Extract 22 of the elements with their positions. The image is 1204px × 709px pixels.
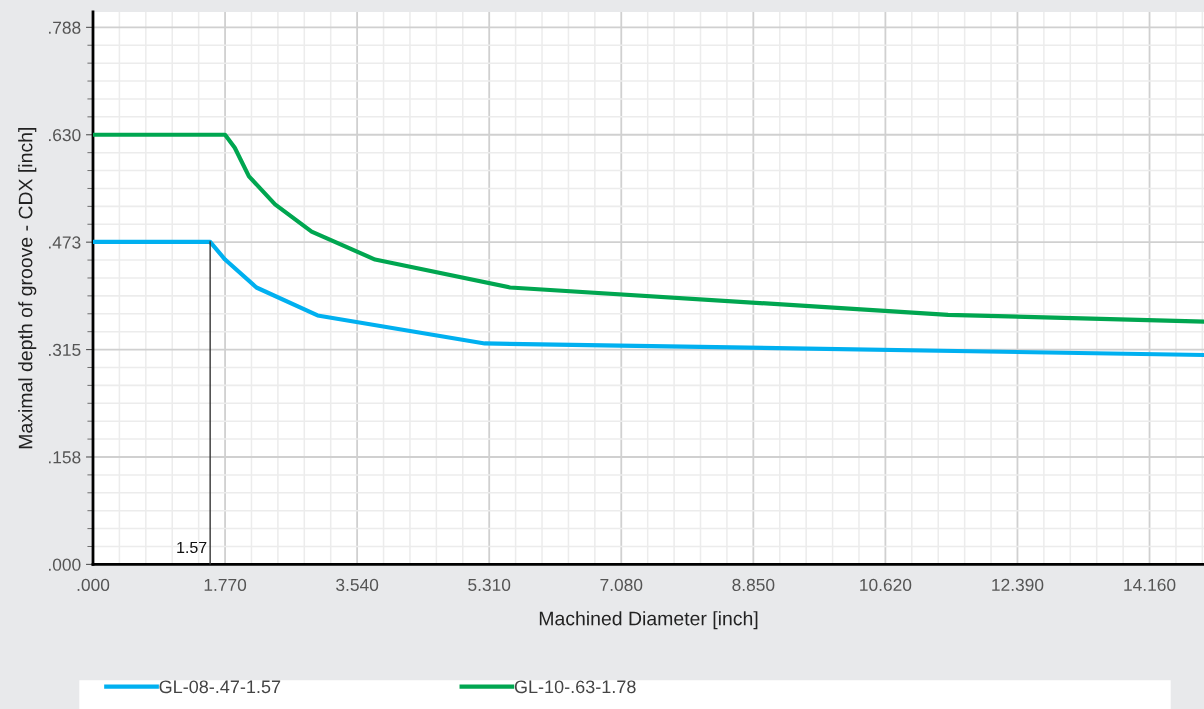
y-tick-label: .788	[48, 21, 81, 34]
y-tick-label: .158	[48, 451, 81, 464]
y-tick-label: .630	[48, 128, 81, 142]
x-tick-label: 1.770	[204, 578, 247, 592]
x-tick-label: .000	[77, 578, 110, 592]
x-tick-label: 12.390	[992, 578, 1044, 592]
line-series	[93, 132, 1204, 324]
x-tick-label: 14.160	[1124, 578, 1176, 592]
x-tick-label: 8.850	[732, 578, 775, 592]
x-tick-label: 7.080	[600, 578, 643, 592]
y-tick-label: .315	[48, 343, 81, 357]
legend-label: GL-10-.63-1.78	[514, 680, 636, 694]
line-series	[93, 239, 1204, 358]
x-tick-label: 3.540	[336, 578, 379, 592]
ref-line-label: 1.57	[177, 541, 207, 554]
y-axis-title: Maximal depth of groove - CDX [inch]	[18, 128, 37, 449]
legend-label: GL-08-.47-1.57	[159, 680, 281, 694]
y-tick-label: .000	[48, 558, 81, 571]
x-axis-title: Machined Diameter [inch]	[539, 611, 758, 630]
x-tick-label: 10.620	[860, 578, 912, 592]
x-tick-label: 5.310	[468, 578, 511, 592]
y-tick-label: .473	[48, 236, 81, 249]
